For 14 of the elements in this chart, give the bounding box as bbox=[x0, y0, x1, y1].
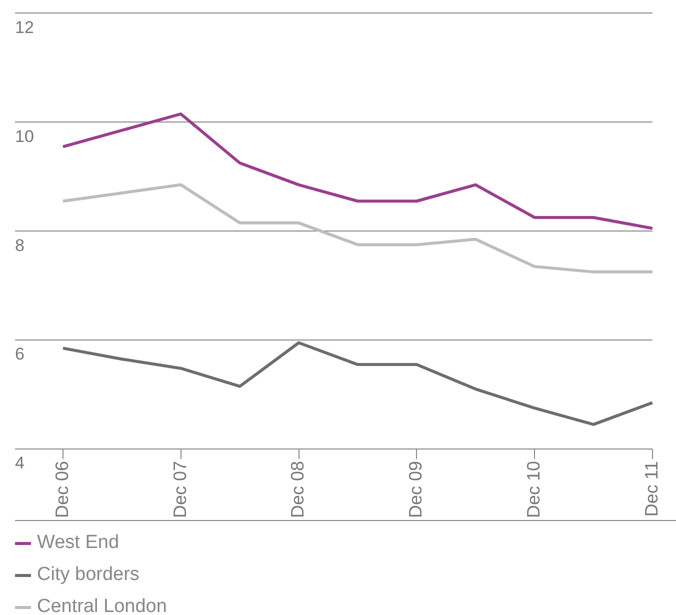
x-tick-label: Dec 08 bbox=[288, 460, 308, 518]
x-tick-label: Dec 06 bbox=[52, 460, 72, 518]
y-tick-label: 8 bbox=[15, 236, 24, 255]
y-tick-label: 10 bbox=[15, 126, 34, 146]
x-tick-label: Dec 10 bbox=[523, 460, 544, 518]
y-tick-label: 6 bbox=[15, 344, 24, 364]
legend-label: West End bbox=[37, 532, 120, 554]
legend-label: Central London bbox=[37, 596, 167, 615]
x-tick-label: Dec 11 bbox=[641, 460, 662, 517]
x-tick-label: Dec 09 bbox=[406, 460, 426, 518]
x-tick-label: Dec 07 bbox=[170, 460, 190, 518]
y-tick-label: 12 bbox=[15, 18, 34, 37]
legend-label: City borders bbox=[37, 564, 140, 586]
y-tick-label: 4 bbox=[15, 454, 24, 473]
